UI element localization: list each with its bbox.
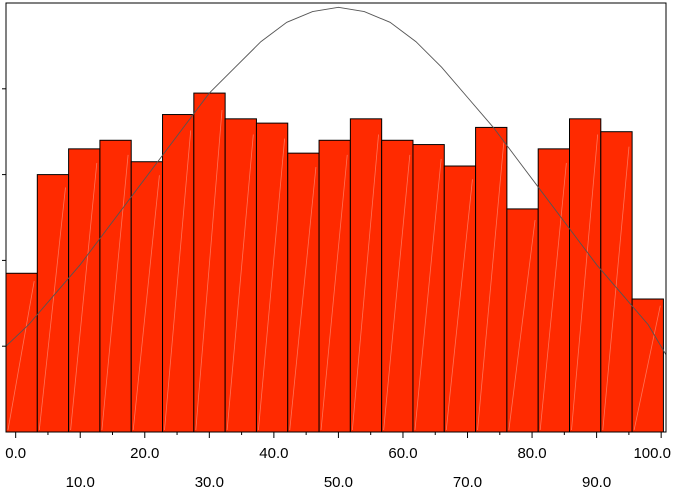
bar-highlight-line — [38, 187, 66, 431]
bar-highlight-line — [258, 138, 286, 431]
bar-highlight-line — [602, 146, 630, 431]
bar-highlight-line — [571, 134, 599, 431]
x-axis-tick-labels: 0.0 20.0 40.0 60.0 80.0 100.0 10.0 30.0 50.0 70.0… — [5, 445, 671, 491]
x-tick-label: 70.0 — [453, 474, 482, 491]
bar-highlight-line — [539, 162, 567, 431]
bar-highlight-line — [445, 179, 473, 431]
histogram-bar — [412, 144, 445, 433]
histogram-bar — [36, 174, 70, 433]
x-tick-label: 80.0 — [517, 445, 546, 462]
bar-highlight-line — [289, 167, 317, 431]
bar-highlight-line — [414, 158, 442, 431]
bar-highlight-line — [508, 220, 536, 431]
y-axis-ticks — [2, 88, 6, 347]
histogram-bar — [443, 165, 477, 433]
x-tick-label: 30.0 — [195, 474, 224, 491]
histogram-bar — [569, 118, 602, 433]
x-tick-label: 40.0 — [259, 445, 288, 462]
x-tick-label: 10.0 — [66, 474, 95, 491]
histogram-bar — [5, 272, 38, 433]
bar-highlight-line — [383, 154, 411, 431]
x-tick-label: 20.0 — [130, 445, 159, 462]
normal-curve — [5, 6, 667, 356]
bar-highlight-line — [132, 175, 160, 431]
bar-highlight-line — [351, 134, 379, 431]
x-tick-label: 60.0 — [388, 445, 417, 462]
histogram-bar — [318, 139, 351, 433]
bar-highlight-line — [633, 305, 661, 431]
bar-highlight-line — [7, 281, 35, 431]
bar-highlight-line — [164, 130, 192, 431]
bar-highlight-line — [320, 154, 348, 431]
x-tick-label: 50.0 — [324, 474, 353, 491]
histogram-bars — [5, 92, 664, 433]
bar-highlight-line — [195, 110, 223, 431]
bar-highlight-line — [70, 162, 98, 431]
x-tick-label: 90.0 — [582, 474, 611, 491]
histogram-bar — [193, 92, 226, 433]
bar-highlight-line — [477, 142, 505, 431]
x-axis-ticks — [15, 432, 662, 438]
histogram-bar — [162, 114, 195, 433]
plot-frame — [5, 2, 667, 433]
bar-highlight-line — [101, 154, 129, 431]
histogram-bar — [68, 148, 101, 433]
x-tick-label: 0.0 — [5, 445, 26, 462]
histogram-bar — [600, 131, 633, 433]
histogram-bar — [130, 161, 164, 433]
x-tick-label: 100.0 — [633, 445, 671, 462]
histogram-bar — [349, 118, 383, 433]
bar-highlight-line — [226, 134, 254, 431]
